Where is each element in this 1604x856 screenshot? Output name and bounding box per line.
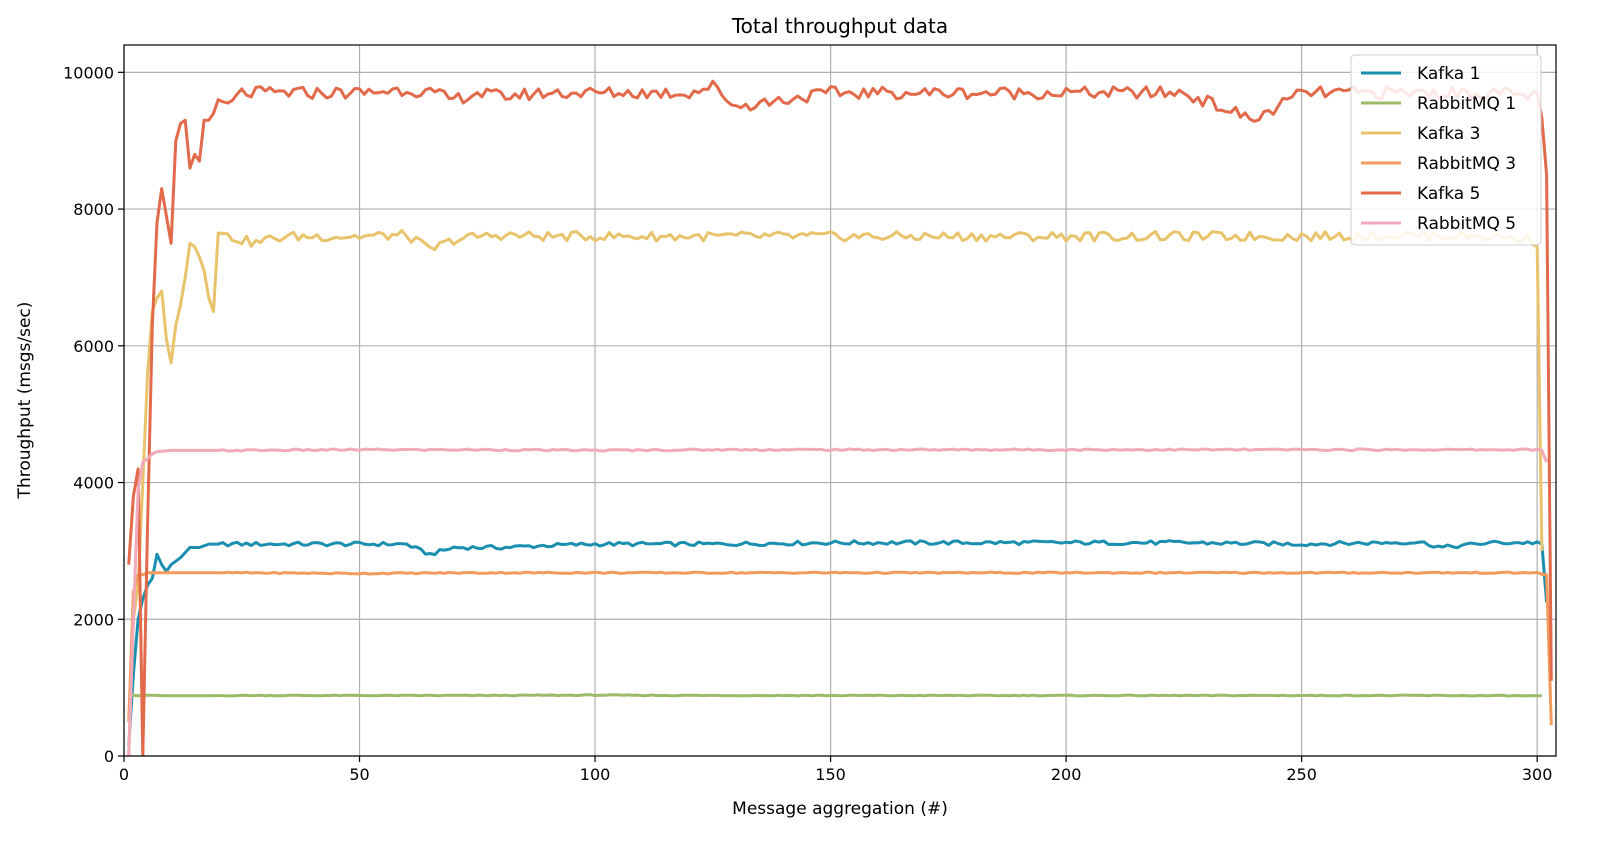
axis-ticks: 0 50 100 150 200 250 300 0 2000 4000 6000 8000 10000 bbox=[63, 63, 1552, 784]
x-tick-label: 150 bbox=[815, 765, 846, 784]
legend-label-kafka-5: Kafka 5 bbox=[1417, 184, 1480, 204]
series-line-rabbitmq-1 bbox=[128, 693, 1542, 698]
chart-title: Total throughput data bbox=[731, 14, 948, 38]
x-tick-label: 50 bbox=[349, 765, 369, 784]
plot-frame bbox=[123, 44, 1557, 757]
legend-label-rabbitmq-5: RabbitMQ 5 bbox=[1417, 214, 1516, 234]
x-tick-label: 250 bbox=[1286, 765, 1317, 784]
y-tick-label: 2000 bbox=[73, 610, 114, 629]
legend-label-rabbitmq-3: RabbitMQ 3 bbox=[1417, 154, 1516, 174]
x-tick-label: 100 bbox=[580, 765, 611, 784]
legend-label-kafka-1: Kafka 1 bbox=[1417, 64, 1480, 84]
series-line-kafka-3 bbox=[127, 228, 1544, 756]
y-tick-label: 10000 bbox=[63, 63, 114, 82]
legend-label-kafka-3: Kafka 3 bbox=[1417, 124, 1480, 144]
x-tick-label: 200 bbox=[1051, 765, 1082, 784]
x-tick-label: 300 bbox=[1522, 765, 1553, 784]
series-lines bbox=[127, 79, 1553, 756]
x-tick-label: 0 bbox=[119, 765, 129, 784]
series-line-kafka-5 bbox=[127, 79, 1553, 756]
series-line-rabbitmq-5 bbox=[127, 447, 1548, 756]
y-axis-label: Throughput (msgs/sec) bbox=[15, 302, 35, 500]
series-line-rabbitmq-3 bbox=[127, 570, 1553, 726]
legend-label-rabbitmq-1: RabbitMQ 1 bbox=[1417, 94, 1516, 114]
x-axis-label: Message aggregation (#) bbox=[732, 799, 948, 819]
y-tick-label: 6000 bbox=[73, 337, 114, 356]
y-tick-label: 8000 bbox=[73, 200, 114, 219]
legend: Kafka 1 RabbitMQ 1 Kafka 3 RabbitMQ 3 Kafka … bbox=[1350, 54, 1542, 246]
y-tick-label: 0 bbox=[104, 747, 114, 766]
series-line-kafka-1 bbox=[127, 539, 1549, 746]
y-tick-label: 4000 bbox=[73, 474, 114, 493]
